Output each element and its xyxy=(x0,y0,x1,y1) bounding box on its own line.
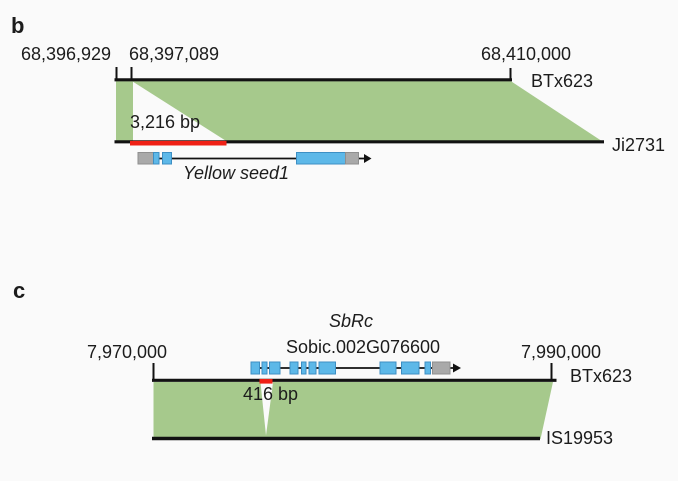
panel-c-coord-start: 7,970,000 xyxy=(87,342,167,362)
panel-b-gene-name: Yellow seed1 xyxy=(183,163,289,183)
exon-box xyxy=(308,361,317,375)
gene-direction-arrow-icon xyxy=(364,154,372,163)
panel-b-alignment-ribbon xyxy=(116,81,603,142)
exon-box xyxy=(379,361,397,375)
panel-c-letter: c xyxy=(13,278,25,303)
panel-c-deletion-wedge xyxy=(260,382,273,436)
panel-b-top-track-label: BTx623 xyxy=(531,71,593,91)
panel-b-bottom-track-label: Ji2731 xyxy=(612,135,665,155)
panel-c-bottom-track-label: IS19953 xyxy=(546,428,613,448)
panel-c-indel-size-label: 416 bp xyxy=(243,384,298,404)
exon-box xyxy=(424,361,431,375)
gene-direction-arrow-icon xyxy=(453,363,461,373)
utr-box xyxy=(345,152,359,165)
panel-c-gene-id: Sobic.002G076600 xyxy=(286,337,440,357)
panel-b-letter: b xyxy=(11,13,24,38)
panel-c-gene-model xyxy=(250,361,461,375)
exon-box xyxy=(289,361,299,375)
panel-b-insertion-wedge xyxy=(133,81,227,142)
panel-b-coord-insertion: 68,397,089 xyxy=(129,44,219,64)
exon-box xyxy=(269,361,281,375)
utr-box xyxy=(432,361,451,375)
panel-c-gene-symbol: SbRc xyxy=(329,311,373,331)
exon-box xyxy=(153,152,160,165)
panel-c-top-track-label: BTx623 xyxy=(570,366,632,386)
panel-c: c SbRc Sobic.002G076600 7,970,000 7,990,… xyxy=(13,278,632,448)
exon-box xyxy=(296,152,346,165)
panel-c-coord-end: 7,990,000 xyxy=(521,342,601,362)
exon-box xyxy=(261,361,268,375)
utr-box xyxy=(137,152,154,165)
panel-b-coord-start: 68,396,929 xyxy=(21,44,111,64)
exon-box xyxy=(162,152,172,165)
exon-box xyxy=(318,361,336,375)
exon-box xyxy=(250,361,260,375)
exon-box xyxy=(401,361,420,375)
panel-b-indel-size-label: 3,216 bp xyxy=(130,112,200,132)
panel-c-alignment-ribbon xyxy=(153,382,553,439)
exon-box xyxy=(301,361,307,375)
panel-b-coord-end: 68,410,000 xyxy=(481,44,571,64)
panel-b-gene-model xyxy=(137,152,372,165)
panel-b: b 68,396,929 68,397,089 68,410,000 BTx62… xyxy=(11,13,665,183)
